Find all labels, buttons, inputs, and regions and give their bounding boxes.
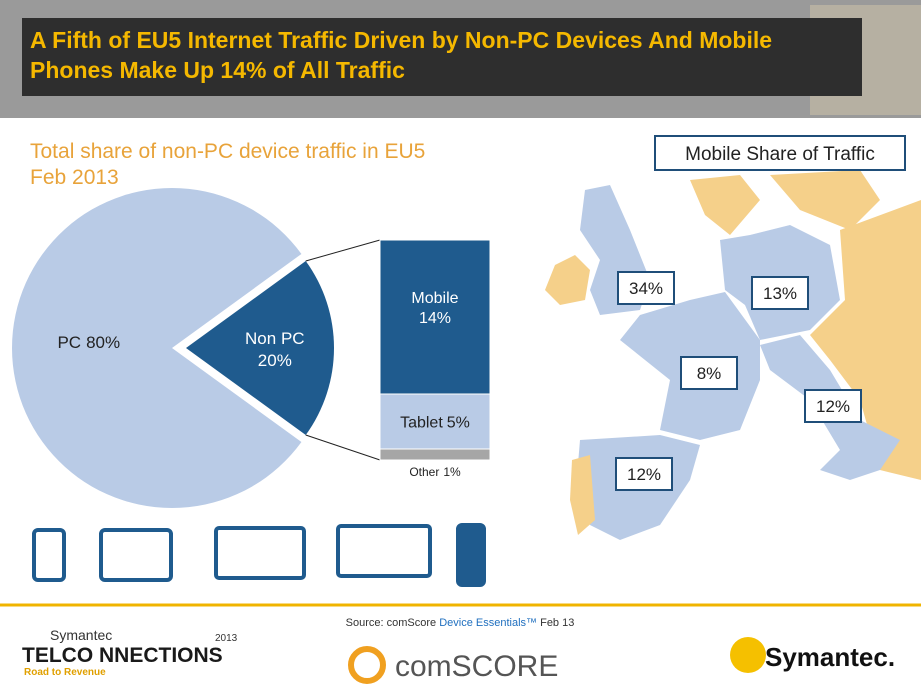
bar-segment xyxy=(379,393,491,450)
slice-category: PC xyxy=(57,333,81,352)
laptop-icon xyxy=(214,526,306,580)
source-suffix: Feb 13 xyxy=(540,617,574,629)
partner: comSCORE xyxy=(395,650,558,683)
map-value-label: 12% xyxy=(627,465,661,484)
event-year: 2013 xyxy=(215,633,238,644)
country xyxy=(810,200,921,480)
tv-icon xyxy=(336,524,432,578)
pie-slice xyxy=(186,261,334,435)
map-value-box xyxy=(615,457,673,491)
source-link[interactable]: Device Essentials™ xyxy=(439,617,537,629)
chart-subtitle: Feb 2013 xyxy=(30,166,119,189)
event-brand: Symantec xyxy=(50,627,112,643)
source: Source: comScore Device Essentials™ Feb … xyxy=(346,617,575,629)
sponsor-logo xyxy=(730,637,766,673)
slice-category: Non PC xyxy=(245,329,305,348)
source-prefix: Source: comScore xyxy=(346,617,436,629)
chart-title: Total share of non-PC device traffic in … xyxy=(30,140,425,163)
phone-icon xyxy=(32,528,66,582)
slice-label: Non PC 20% xyxy=(245,329,305,370)
event-tagline: Road to Revenue xyxy=(24,667,106,678)
map-value-box xyxy=(804,389,862,423)
title-text-line2: Phones Make Up 14% of All Traffic xyxy=(30,57,405,83)
map-value-label: 13% xyxy=(763,284,797,303)
map-value-label: 12% xyxy=(816,397,850,416)
pie-slice xyxy=(12,188,302,509)
slice-value: 20% xyxy=(258,351,292,370)
segment-label: Other 1% xyxy=(409,465,461,479)
bar-segment xyxy=(379,239,491,395)
slice-value: 80% xyxy=(86,333,120,352)
segment-category: Mobile xyxy=(411,290,458,307)
tablet-icon xyxy=(99,528,173,582)
segment-label: Tablet 5% xyxy=(400,415,470,432)
map-value-label: 8% xyxy=(697,364,722,383)
map-title-box xyxy=(654,135,906,171)
country xyxy=(690,170,880,235)
title-text: A Fifth of EU5 Internet Traffic Driven b… xyxy=(30,27,772,53)
map-value-box xyxy=(617,271,675,305)
country xyxy=(545,255,590,305)
segment-category: Other xyxy=(409,465,439,479)
segment-value: 14% xyxy=(419,310,451,327)
title-box xyxy=(22,18,862,96)
connector xyxy=(305,434,381,461)
segment-label: Mobile 14% xyxy=(411,290,458,327)
bar-segment xyxy=(379,448,491,461)
country xyxy=(570,455,595,535)
map-value-box xyxy=(680,356,738,390)
segment-value: 1% xyxy=(443,465,461,479)
map-value-label: 34% xyxy=(629,279,663,298)
segment-category: Tablet xyxy=(400,415,443,432)
connector xyxy=(305,239,381,262)
partner-logo xyxy=(348,646,386,684)
title: A Fifth of EU5 Internet Traffic Driven b… xyxy=(30,27,778,83)
console-icon xyxy=(456,523,486,587)
event-name: TELCO NNECTIONS xyxy=(22,644,223,667)
segment-value: 5% xyxy=(447,415,470,432)
map-value-box xyxy=(751,276,809,310)
map-title: Mobile Share of Traffic xyxy=(685,144,875,165)
sponsor: Symantec. xyxy=(765,642,895,672)
slice-label: PC 80% xyxy=(57,333,120,352)
device-icons xyxy=(32,523,486,587)
